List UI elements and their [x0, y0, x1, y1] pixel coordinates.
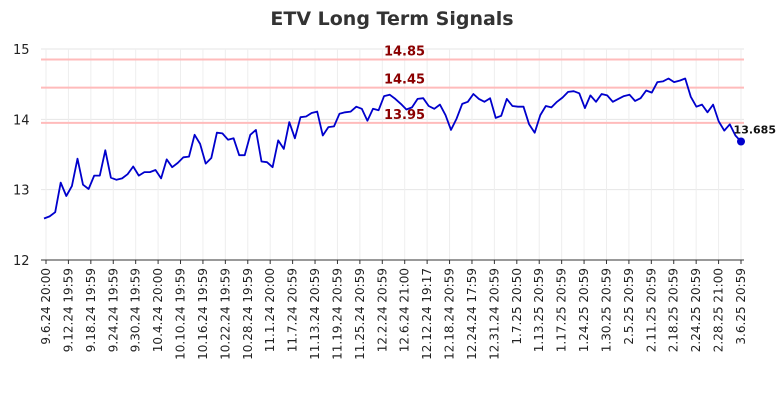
y-tick-label: 13	[13, 184, 30, 199]
axes	[41, 259, 744, 264]
y-tick-label: 15	[13, 43, 30, 58]
x-tick-label: 10.16.24 19:59	[196, 268, 210, 360]
y-tick-label: 12	[13, 254, 30, 269]
x-tick-label: 10.10.24 19:59	[174, 268, 188, 360]
reference-lines	[41, 58, 744, 124]
x-tick-label: 9.30.24 19:59	[129, 268, 143, 352]
x-tick-label: 11.1.24 20:00	[263, 268, 277, 352]
reference-line-label: 14.85	[384, 45, 425, 60]
x-tick-label: 11.7.24 20:59	[286, 268, 300, 352]
labels: 12 13 14 15 9.6.24 20:00 9.12.24 19:59 9.18.24…	[13, 43, 776, 360]
x-tick-label: 1.13.25 20:59	[532, 268, 546, 352]
x-tick-label: 1.17.25 20:59	[555, 268, 569, 352]
x-tick-label: 10.4.24 20:00	[151, 268, 165, 352]
reference-line-label: 14.45	[384, 73, 425, 88]
x-tick-label: 11.25.24 20:59	[353, 268, 367, 360]
chart-title: ETV Long Term Signals	[270, 8, 513, 30]
x-tick-label: 1.24.25 20:59	[577, 268, 591, 352]
x-tick-label: 1.7.25 20:50	[510, 268, 524, 345]
x-tick-label: 3.6.25 20:59	[734, 268, 748, 345]
y-tick-label: 14	[13, 113, 30, 128]
x-tick-label: 12.12.24 19:17	[420, 268, 434, 360]
x-tick-label: 1.30.25 20:59	[599, 268, 613, 352]
x-tick-label: 2.5.25 20:59	[622, 268, 636, 345]
x-tick-label: 12.2.24 20:59	[375, 268, 389, 352]
x-tick-label: 10.22.24 19:59	[218, 268, 232, 360]
price-series-line	[43, 77, 742, 220]
last-value-label: 13.685	[734, 123, 776, 136]
x-tick-label: 2.18.25 20:59	[667, 268, 681, 352]
x-tick-label: 12.24.24 17:59	[465, 268, 479, 360]
x-tick-label: 2.28.25 21:00	[712, 268, 726, 352]
x-tick-label: 12.18.24 20:59	[443, 268, 457, 360]
x-tick-label: 12.6.24 21:00	[398, 268, 412, 352]
x-tick-label: 11.19.24 20:59	[330, 268, 344, 360]
series-layer	[43, 77, 745, 220]
last-point-marker	[737, 137, 745, 146]
x-tick-label: 9.6.24 20:00	[39, 268, 53, 345]
x-tick-label: 2.11.25 20:59	[644, 268, 658, 352]
x-tick-label: 9.18.24 19:59	[84, 268, 98, 352]
x-tick-label: 11.13.24 20:59	[308, 268, 322, 360]
x-tick-label: 9.12.24 19:59	[61, 268, 75, 352]
x-tick-label: 9.24.24 19:59	[106, 268, 120, 352]
x-tick-label: 2.24.25 20:59	[689, 268, 703, 352]
grid	[41, 48, 744, 261]
x-tick-label: 12.31.24 20:59	[487, 268, 501, 360]
x-tick-label: 10.28.24 19:59	[241, 268, 255, 360]
reference-line-label: 13.95	[384, 108, 425, 123]
